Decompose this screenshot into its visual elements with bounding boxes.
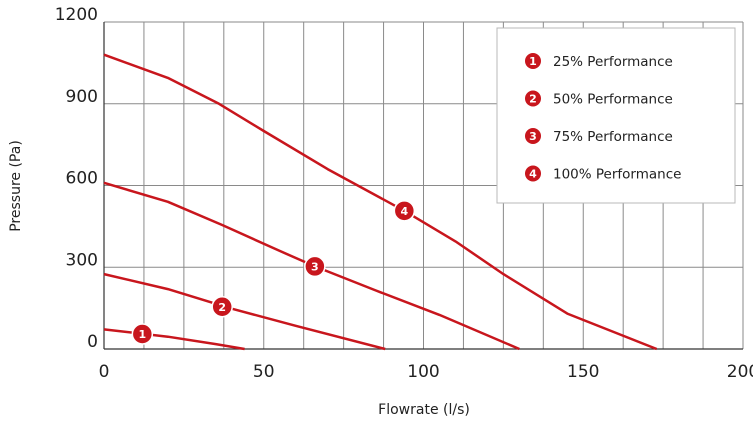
x-tick-label: 150 [567,362,599,382]
y-tick-label: 300 [66,250,98,270]
series-marker-label: 3 [311,260,319,273]
y-tick-label: 900 [66,87,98,107]
series-marker-label: 1 [139,328,147,341]
x-tick-label: 0 [99,362,110,382]
tick-labels: 0 50 100 150 200 0 300 600 900 1200 [55,5,753,382]
y-tick-label: 1200 [55,5,98,25]
series-marker-3 [304,255,326,278]
legend: 1 25% Performance 2 50% Performance 3 75% Per… [496,27,736,204]
series-lines: 1 2 3 4 [103,53,658,351]
legend-item-label: 100% Performance [553,167,681,183]
legend-item-label: 75% Performance [553,129,673,145]
series-marker-1 [131,323,154,345]
series-line-4 [103,53,658,351]
legend-marker [525,165,541,182]
x-tick-label: 50 [253,362,275,382]
y-axis-label: Pressure (Pa) [8,140,24,232]
legend-marker [525,128,541,144]
legend-marker [525,53,541,69]
legend-item-label: 50% Performance [553,92,673,108]
x-tick-label: 200 [727,362,753,382]
series-marker-label: 4 [401,205,409,218]
series-marker-label: 2 [218,301,226,314]
legend-marker [525,90,541,107]
x-tick-label: 100 [407,362,439,382]
x-axis-label: Flowrate (l/s) [378,402,470,418]
y-tick-label: 0 [87,332,98,352]
legend-marker-number: 1 [529,55,537,68]
legend-item-label: 25% Performance [553,54,673,70]
legend-marker-number: 4 [529,168,537,181]
series-marker-2 [211,296,233,318]
series-line-3 [103,181,520,351]
series-marker-4 [393,200,416,222]
legend-marker-number: 3 [529,130,537,143]
legend-marker-number: 2 [529,93,537,106]
y-tick-label: 600 [66,169,98,189]
